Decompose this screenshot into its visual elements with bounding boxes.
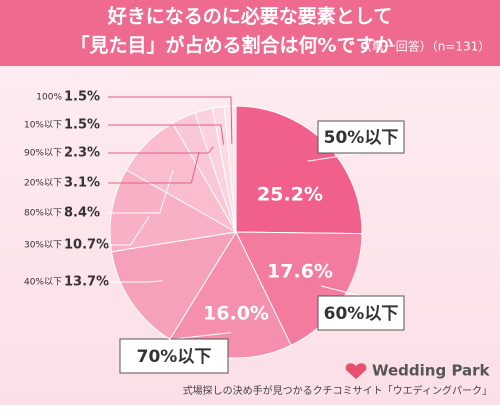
leader-line: [173, 332, 231, 340]
leader-line: [307, 152, 362, 162]
category-label: 70%以下: [137, 347, 212, 367]
chart-title: 好きになるのに必要な要素として: [107, 5, 392, 28]
chart-subtitle: （単一回答）（n=131）: [360, 39, 491, 54]
leader-line: [108, 96, 233, 144]
callout-box: [317, 295, 405, 331]
value-label: 8.4%: [64, 206, 100, 221]
value-label: 10.7%: [64, 238, 109, 253]
leader-line: [108, 169, 174, 214]
category-label: 60%以下: [324, 304, 399, 324]
leader-line: [320, 285, 362, 297]
title-band: [0, 0, 500, 66]
leader-line: [108, 146, 214, 154]
category-label: 40%以下: [24, 278, 62, 288]
category-label: 30%以下: [24, 241, 62, 251]
footer-caption: 式場探しの決め手が見つかるクチコミサイト「ウエディングパーク」: [183, 384, 492, 397]
leader-line: [108, 151, 200, 184]
value-label: 1.5%: [64, 118, 100, 133]
value-label: 17.6%: [267, 261, 333, 283]
category-label: 100%: [36, 93, 62, 103]
leader-line: [108, 280, 163, 283]
category-label: 90%以下: [24, 149, 62, 159]
leader-line: [108, 216, 150, 246]
pie-slice: [109, 169, 238, 253]
callout-box: [317, 120, 405, 154]
value-label: 25.2%: [257, 184, 323, 206]
chart-title: 「見た目」が占める割合は何%ですか: [70, 34, 393, 57]
category-label: 10%以下: [24, 121, 62, 131]
callout-box: [119, 338, 229, 374]
value-label: 1.5%: [64, 90, 100, 105]
value-label: 16.0%: [203, 303, 269, 325]
pie-slice: [223, 105, 237, 233]
category-label: 80%以下: [24, 209, 62, 219]
logo-heart: [345, 363, 367, 379]
value-label: 13.7%: [64, 275, 109, 290]
value-label: 2.3%: [64, 146, 100, 161]
value-label: 3.1%: [64, 176, 100, 191]
logo: Wedding Park: [372, 362, 491, 380]
leader-line: [108, 124, 225, 145]
category-label: 50%以下: [324, 128, 399, 148]
category-label: 20%以下: [24, 179, 62, 189]
pie-slice: [110, 231, 237, 340]
